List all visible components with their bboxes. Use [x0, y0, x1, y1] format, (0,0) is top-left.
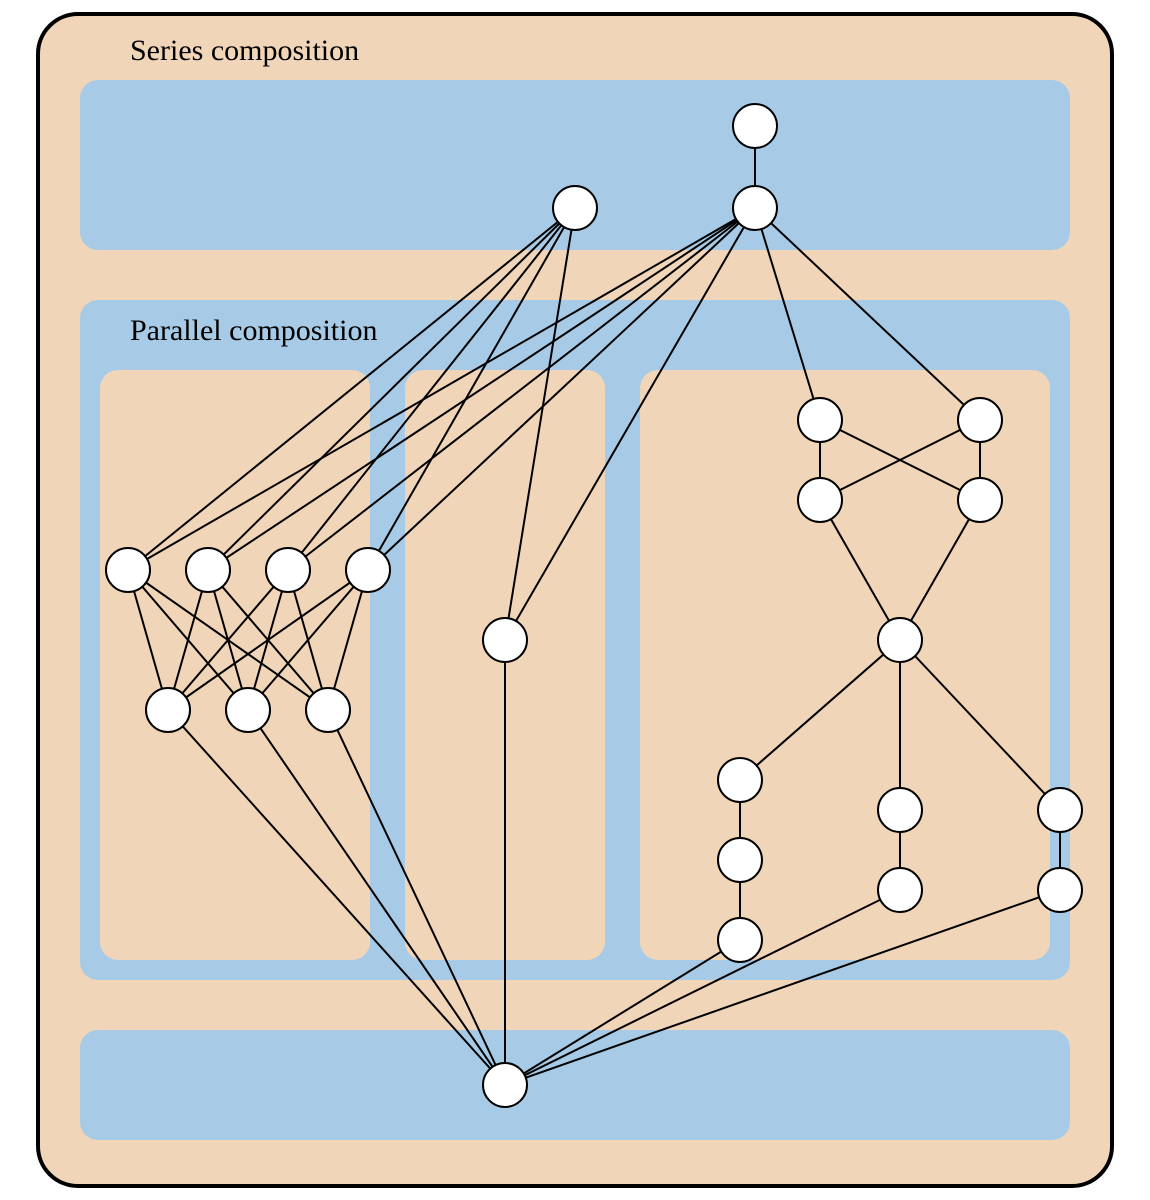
node-r2: [958, 398, 1002, 442]
composition-diagram: Series composition Parallel composition: [0, 0, 1150, 1200]
node-t2: [553, 186, 597, 230]
node-bot: [483, 1063, 527, 1107]
node-q2: [878, 868, 922, 912]
node-q1: [718, 838, 762, 882]
node-b2: [226, 688, 270, 732]
node-a4: [346, 548, 390, 592]
node-a2: [186, 548, 230, 592]
node-r3: [798, 478, 842, 522]
box-inner_right: [640, 370, 1050, 960]
node-s1: [718, 918, 762, 962]
node-p2: [878, 788, 922, 832]
node-a1: [106, 548, 150, 592]
node-r1: [798, 398, 842, 442]
node-q3: [1038, 868, 1082, 912]
node-p3: [1038, 788, 1082, 832]
node-p1: [718, 758, 762, 802]
node-b1: [146, 688, 190, 732]
node-t3: [733, 186, 777, 230]
node-r5: [878, 618, 922, 662]
parallel-label: Parallel composition: [130, 314, 377, 347]
node-c1: [483, 618, 527, 662]
node-r4: [958, 478, 1002, 522]
node-b3: [306, 688, 350, 732]
series-label: Series composition: [130, 34, 359, 67]
node-a3: [266, 548, 310, 592]
node-t1: [733, 104, 777, 148]
box-bot_blue: [80, 1030, 1070, 1140]
